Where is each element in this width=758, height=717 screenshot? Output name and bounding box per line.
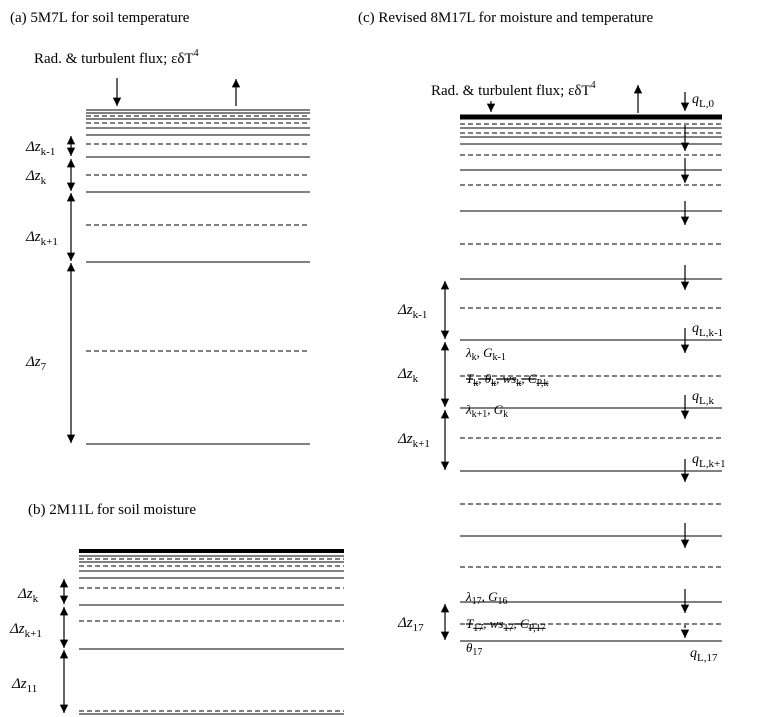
panel-b-dz-k-plus-1-label: Δzk+1 [9,621,42,640]
panel-b: (b) 2M11L for soil moisture Δzk Δzk+1 Δz… [9,502,344,715]
panel-b-layer-lines [79,549,344,715]
panel-c-dz-17-label: Δz17 [397,615,424,634]
param-lambda-k-plus-1-label: λk+1, Gk [465,402,508,420]
panel-a: (a) 5M7L for soil temperature Rad. & tur… [10,10,310,445]
panel-a-flux-label: Rad. & turbulent flux; εδT4 [34,48,199,67]
panel-a-layer-lines [86,109,310,445]
panel-c: (c) Revised 8M17L for moisture and tempe… [358,10,726,664]
q-l-17-label: qL,17 [690,646,718,664]
panel-c-flux-label: Rad. & turbulent flux; εδT4 [431,80,596,99]
panel-a-dz-k-label: Δzk [25,168,47,187]
panel-b-dz-k-label: Δzk [17,586,39,605]
param-t-k-label: Tk, θk, wsk, CP,k [466,371,548,389]
panel-a-dz-k-plus-1-label: Δzk+1 [25,229,58,248]
panel-a-dz-7-label: Δz7 [25,354,47,373]
q-l-k-plus-1-label: qL,k+1 [692,452,726,470]
q-l-k-label: qL,k [692,389,714,407]
panel-b-title: (b) 2M11L for soil moisture [28,502,196,518]
panel-c-dz-k-plus-1-label: Δzk+1 [397,431,430,450]
panel-c-title: (c) Revised 8M17L for moisture and tempe… [358,10,654,26]
q-l-0-label: qL,0 [692,92,714,110]
panel-c-layer-lines [460,114,722,642]
param-t-17-label: T17, ws17, CP,17 [466,616,546,634]
panel-c-dz-k-label: Δzk [397,366,419,385]
q-l-k-minus-1-label: qL,k-1 [692,321,723,339]
panel-a-title: (a) 5M7L for soil temperature [10,10,190,26]
panel-c-dz-k-minus-1-label: Δzk-1 [397,302,427,321]
panel-b-dz-11-label: Δz11 [11,676,37,695]
param-lambda-k-label: λk, Gk-1 [465,345,506,363]
param-lambda-17-label: λ17, G16 [465,589,508,607]
param-theta-17-label: θ17 [466,640,482,658]
panel-a-dz-k-minus-1-label: Δzk-1 [25,139,55,158]
